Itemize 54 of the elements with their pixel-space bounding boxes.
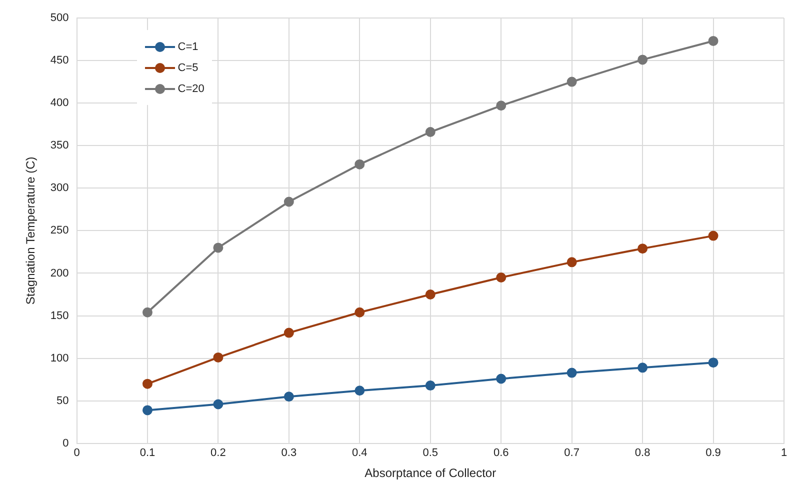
y-tick-label: 150 [50,310,69,322]
y-tick-label: 350 [50,140,69,152]
y-tick-label: 250 [50,224,69,237]
point [496,272,506,282]
point [708,230,718,241]
x-tick-label: 0.9 [706,447,721,460]
y-tick-label: 200 [50,267,69,280]
point [638,244,648,254]
x-tick-label: 0.5 [422,447,438,460]
x-tick-label: 0.3 [281,447,297,460]
y-tick-label: 300 [50,182,69,194]
y-tick-label: 50 [56,394,69,407]
y-axis-title: Stagnation Temperature (C) [24,156,38,305]
point [425,127,436,138]
point [566,76,577,87]
x-tick-label: 0.4 [352,447,368,460]
point [213,352,224,362]
y-tick-label: 400 [50,97,69,110]
point [354,159,365,170]
x-tick-label: 0 [74,447,80,460]
point [142,378,152,389]
point [708,36,718,46]
x-tick-label: 0.7 [564,447,580,460]
point [496,374,506,384]
point [142,405,152,416]
point [354,386,365,396]
y-tick-label: 0 [62,437,69,450]
x-tick-label: 1 [780,447,788,460]
point [496,100,506,111]
point [425,380,436,391]
point [708,358,718,368]
y-tick-label: 500 [50,12,69,24]
legend-label: C=20 [178,82,204,94]
point [213,242,224,253]
x-axis-title: Absorptance of Collector [364,466,496,480]
legend-label: C=5 [178,62,198,74]
x-tick-label: 0.2 [210,447,226,460]
x-tick-label: 0.6 [493,447,509,460]
point [284,392,294,402]
legend-label: C=1 [178,40,198,52]
point [284,328,294,338]
point [213,399,224,410]
point [354,307,365,318]
point [425,290,436,300]
point [284,196,294,207]
y-tick-label: 100 [50,352,69,364]
x-tick-label: 0.8 [634,447,650,460]
point [638,54,648,65]
x-tick-label: 0.1 [140,447,156,460]
point [638,362,648,373]
point [566,257,577,268]
point [142,307,152,318]
point [566,368,577,378]
y-tick-label: 450 [50,54,69,67]
